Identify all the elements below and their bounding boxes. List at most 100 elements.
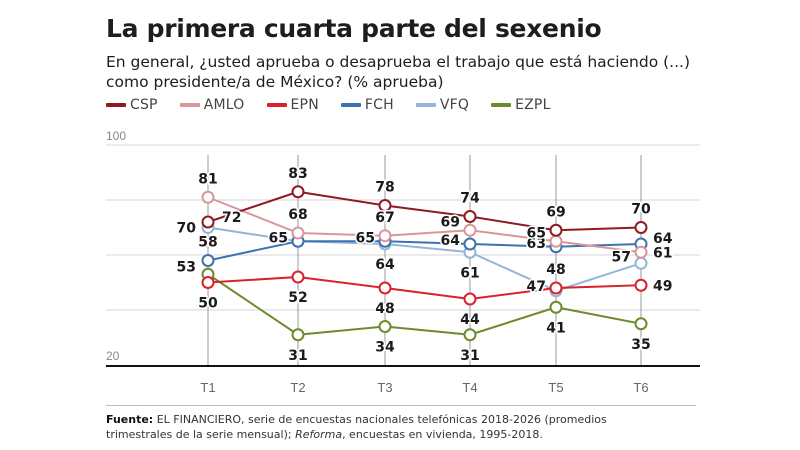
data-point-epn-t1 <box>201 276 215 289</box>
legend-item-ezpl: EZPL <box>491 97 550 113</box>
legend-label: AMLO <box>203 97 245 113</box>
x-tick-label-t4: T4 <box>462 380 477 395</box>
data-point-epn-t5 <box>549 281 563 295</box>
legend-swatch <box>106 103 126 107</box>
series-line-epn <box>207 276 642 300</box>
chart-title: La primera cuarta parte del sexenio <box>106 14 602 43</box>
data-label-epn-t4: 44 <box>460 312 480 328</box>
legend-swatch <box>491 103 512 107</box>
data-point-epn-t6 <box>634 278 648 292</box>
data-label-ezpl-t1: 53 <box>177 259 196 275</box>
source-note: Fuente: EL FINANCIERO, serie de encuesta… <box>106 412 666 442</box>
source-text-2: , encuestas en vivienda, 1995-2018. <box>342 428 543 441</box>
data-point-csp-t2 <box>291 185 305 199</box>
data-label-csp-t3: 78 <box>375 180 394 196</box>
source-divider <box>106 405 696 406</box>
data-label-amlo-t4: 69 <box>441 214 460 230</box>
data-label-vfq-t1: 70 <box>177 221 197 237</box>
data-label-epn-t6: 49 <box>653 278 672 294</box>
data-label-csp-t6: 70 <box>631 202 651 218</box>
x-tick-label-t3: T3 <box>377 380 392 395</box>
data-label-fch-t2: 65 <box>269 230 288 246</box>
data-label-amlo-t2: 68 <box>288 207 307 223</box>
series-line-vfq <box>207 226 642 292</box>
legend-swatch <box>340 103 361 107</box>
source-text-1: EL FINANCIERO, serie de encuestas nacion… <box>106 413 607 441</box>
chart-subtitle: En general, ¿usted aprueba o desaprueba … <box>106 53 690 91</box>
data-label-epn-t5: 48 <box>546 262 565 278</box>
legend-label: VFQ <box>439 97 470 113</box>
data-point-csp-t3 <box>378 199 392 212</box>
legend-swatch <box>266 103 287 107</box>
source-italic: Reforma <box>295 428 343 441</box>
data-label-fch-t5: 63 <box>527 236 546 252</box>
x-tick-label-t6: T6 <box>633 380 648 395</box>
legend-label: CSP <box>130 97 158 113</box>
data-point-fch-t4 <box>463 237 477 251</box>
data-point-ezpl-t3 <box>378 320 392 333</box>
data-label-vfq-t5: 47 <box>527 279 546 295</box>
data-point-ezpl-t2 <box>291 328 305 342</box>
data-label-ezpl-t4: 31 <box>460 348 479 364</box>
data-point-vfq-t6 <box>634 256 648 270</box>
data-label-ezpl-t3: 34 <box>375 340 395 356</box>
data-label-fch-t3: 65 <box>356 230 375 246</box>
legend-label: EZPL <box>515 97 551 113</box>
data-label-ezpl-t2: 31 <box>288 348 307 364</box>
x-tick-label-t1: T1 <box>200 380 215 395</box>
data-point-amlo-t6 <box>634 245 648 259</box>
y-tick-label-100: 100 <box>106 129 126 143</box>
data-point-csp-t1 <box>201 215 215 229</box>
series-line-csp <box>207 190 642 232</box>
data-label-csp-t2: 83 <box>288 166 307 182</box>
data-point-amlo-t5 <box>549 234 563 248</box>
data-label-epn-t2: 52 <box>288 290 307 306</box>
y-tick-label-20: 20 <box>106 349 120 363</box>
data-point-csp-t6 <box>634 221 648 234</box>
data-label-epn-t1: 50 <box>198 296 218 312</box>
data-point-amlo-t4 <box>463 223 477 237</box>
legend-item-fch: FCH <box>340 97 394 113</box>
data-label-amlo-t3: 67 <box>375 210 394 226</box>
legend-item-epn: EPN <box>266 97 319 113</box>
x-tick-label-t5: T5 <box>548 380 563 395</box>
data-label-amlo-t1: 81 <box>198 171 217 187</box>
data-label-fch-t6: 64 <box>653 231 673 247</box>
legend-swatch <box>415 103 436 107</box>
legend-label: EPN <box>290 97 319 113</box>
series-line-amlo <box>207 196 642 254</box>
data-point-amlo-t1 <box>201 190 215 204</box>
data-label-vfq-t4: 61 <box>460 265 479 281</box>
data-point-amlo-t2 <box>291 226 305 240</box>
data-label-fch-t4: 64 <box>441 233 461 249</box>
legend-item-csp: CSP <box>106 97 158 113</box>
series-line-ezpl <box>207 273 642 336</box>
series-line-fch <box>207 240 642 262</box>
data-point-amlo-t3 <box>378 229 392 243</box>
legend: CSP AMLO EPN FCH VFQ EZPL <box>106 97 573 113</box>
data-label-ezpl-t5: 41 <box>546 320 565 336</box>
data-point-fch-t1 <box>201 254 215 267</box>
legend-item-amlo: AMLO <box>179 97 245 113</box>
data-label-amlo-t5: 65 <box>527 225 546 241</box>
legend-item-vfq: VFQ <box>415 97 470 113</box>
data-label-epn-t3: 48 <box>375 301 394 317</box>
data-label-csp-t5: 69 <box>546 204 565 220</box>
data-point-csp-t4 <box>463 210 477 223</box>
data-label-csp-t1: 72 <box>222 210 241 226</box>
data-point-epn-t3 <box>378 281 392 295</box>
data-point-csp-t5 <box>549 223 563 237</box>
data-point-epn-t4 <box>463 292 477 306</box>
data-point-epn-t2 <box>291 270 305 284</box>
data-label-csp-t4: 74 <box>460 191 480 207</box>
data-label-vfq-t6: 57 <box>612 249 631 265</box>
data-point-ezpl-t5 <box>549 300 563 314</box>
source-label: Fuente: <box>106 413 154 426</box>
data-label-ezpl-t6: 35 <box>631 337 650 353</box>
data-point-ezpl-t6 <box>634 317 648 331</box>
data-label-fch-t1: 58 <box>198 235 217 251</box>
legend-swatch <box>179 103 200 107</box>
legend-label: FCH <box>364 97 394 113</box>
data-label-amlo-t6: 61 <box>653 245 672 261</box>
